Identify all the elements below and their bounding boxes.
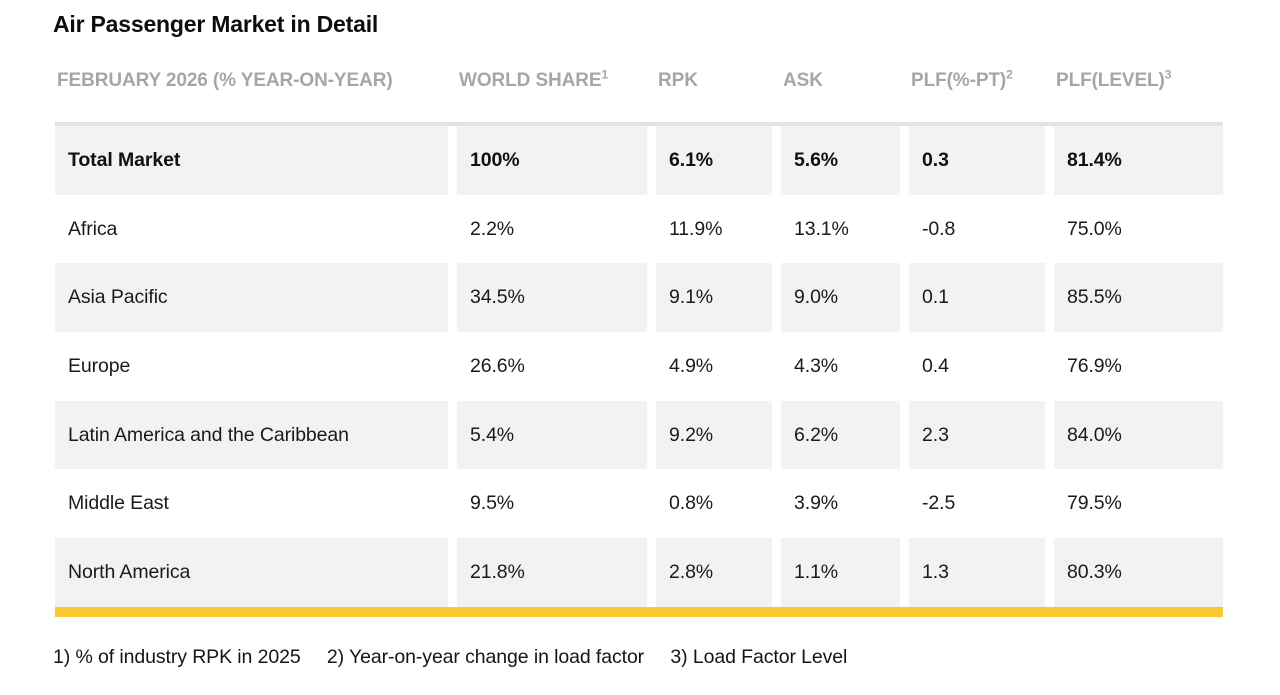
cell-ask: 4.3% [794, 354, 839, 377]
cell-rpk: 0.8% [669, 492, 714, 515]
table-row-middle-east: Middle East 9.5% 0.8% 3.9% -2.5 79.5% [55, 469, 1223, 538]
cell-world-share: 2.2% [470, 217, 515, 240]
cell-world-share: 9.5% [470, 492, 515, 515]
row-region-label: Asia Pacific [55, 263, 448, 333]
cell-ask: 13.1% [794, 217, 849, 240]
table-body: Total Market 100% 6.1% 5.6% 0.3 81.4% Af… [55, 122, 1223, 607]
table-row-north-america: North America 21.8% 2.8% 1.1% 1.3 80.3% [55, 538, 1223, 607]
cell-ask: 9.0% [781, 263, 900, 333]
table-row-europe: Europe 26.6% 4.9% 4.3% 0.4 76.9% [55, 332, 1223, 401]
cell-plf-pt: 1.3 [909, 538, 1045, 607]
cell-plf-level: 76.9% [1067, 354, 1122, 377]
table-row-total-market: Total Market 100% 6.1% 5.6% 0.3 81.4% [55, 126, 1223, 195]
table-row-asia-pacific: Asia Pacific 34.5% 9.1% 9.0% 0.1 85.5% [55, 263, 1223, 333]
cell-world-share: 34.5% [457, 263, 647, 333]
cell-rpk: 6.1% [656, 126, 772, 195]
cell-plf-level: 85.5% [1054, 263, 1223, 333]
column-header-period: FEBRUARY 2026 (% YEAR-ON-YEAR) [57, 69, 393, 91]
row-region-label: Middle East [68, 492, 169, 515]
page-title: Air Passenger Market in Detail [53, 11, 379, 37]
column-header-label: WORLD SHARE [459, 69, 602, 91]
cell-plf-pt: -0.8 [922, 217, 956, 240]
cell-ask: 1.1% [781, 538, 900, 607]
column-header-label: RPK [658, 69, 698, 91]
cell-rpk: 2.8% [656, 538, 772, 607]
footnote-2: 2) Year-on-year change in load factor [326, 646, 645, 668]
row-region-label: Africa [68, 217, 118, 240]
cell-world-share: 21.8% [457, 538, 647, 607]
column-header-label: PLF(%-PT) [911, 69, 1007, 91]
table-header-row: FEBRUARY 2026 (% YEAR-ON-YEAR) WORLD SHA… [55, 50, 1223, 110]
column-header-plf-level: PLF(LEVEL)3 [1054, 68, 1223, 93]
cell-rpk: 11.9% [669, 217, 723, 240]
column-header-label: ASK [783, 69, 823, 91]
accent-bar [55, 607, 1223, 617]
row-region-label: Europe [68, 354, 131, 377]
cell-plf-pt: 0.3 [909, 126, 1045, 195]
column-superscript: 2 [1006, 67, 1013, 82]
column-header-label: PLF(LEVEL) [1056, 69, 1165, 91]
footnotes: 1) % of industry RPK in 2025 2) Year-on-… [53, 646, 847, 669]
cell-ask: 5.6% [781, 126, 900, 195]
column-superscript: 3 [1164, 67, 1172, 82]
cell-plf-level: 81.4% [1054, 126, 1223, 195]
footnote-3: 3) Load Factor Level [670, 646, 848, 668]
cell-rpk: 9.1% [656, 263, 772, 333]
cell-plf-level: 79.5% [1067, 492, 1122, 515]
column-header-plf-pt: PLF(%-PT)2 [909, 68, 1045, 93]
cell-world-share: 5.4% [457, 400, 647, 470]
cell-plf-level: 75.0% [1067, 217, 1122, 240]
cell-plf-pt: 2.3 [909, 400, 1045, 470]
column-header-rpk: RPK [656, 68, 772, 93]
column-header-world-share: WORLD SHARE1 [457, 68, 647, 93]
row-region-label: North America [55, 538, 448, 607]
cell-plf-level: 80.3% [1054, 538, 1223, 607]
row-region-label: Total Market [55, 126, 448, 195]
cell-plf-pt: 0.1 [909, 263, 1045, 333]
table-row-latin-america: Latin America and the Caribbean 5.4% 9.2… [55, 400, 1223, 470]
cell-plf-pt: 0.4 [922, 354, 949, 377]
footnote-1: 1) % of industry RPK in 2025 [53, 646, 301, 668]
column-header-ask: ASK [781, 68, 900, 93]
column-superscript: 1 [601, 67, 609, 82]
cell-world-share: 100% [457, 126, 647, 195]
row-region-label: Latin America and the Caribbean [55, 400, 448, 470]
cell-ask: 6.2% [781, 400, 900, 470]
cell-plf-level: 84.0% [1054, 400, 1223, 470]
cell-plf-pt: -2.5 [922, 492, 956, 515]
cell-ask: 3.9% [794, 492, 839, 515]
cell-rpk: 9.2% [656, 400, 772, 470]
table-row-africa: Africa 2.2% 11.9% 13.1% -0.8 75.0% [55, 195, 1223, 264]
cell-world-share: 26.6% [470, 354, 525, 377]
cell-rpk: 4.9% [669, 354, 714, 377]
